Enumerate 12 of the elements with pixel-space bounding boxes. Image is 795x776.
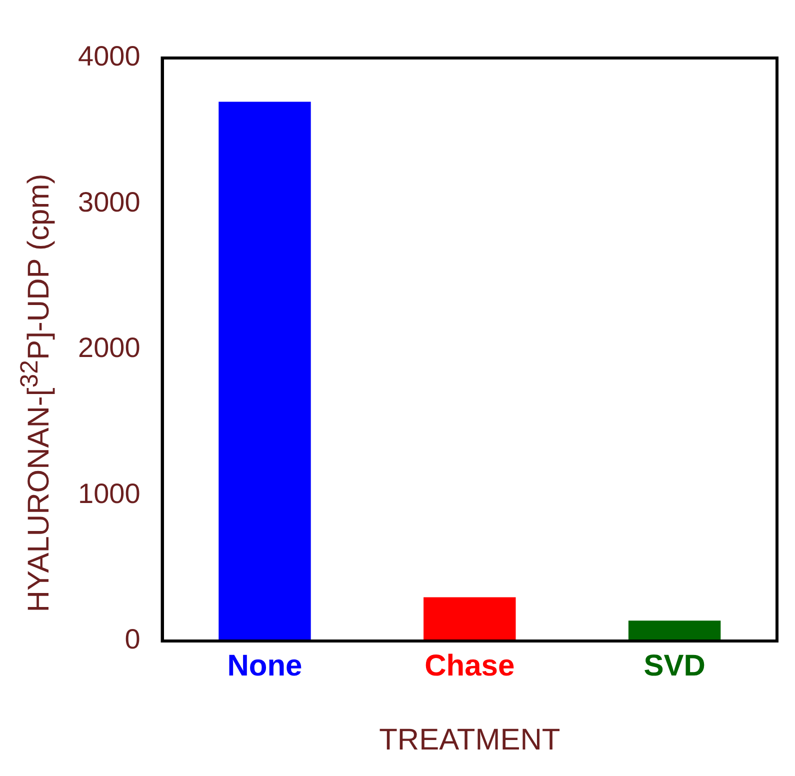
y-tick-label: 4000 <box>78 40 140 72</box>
y-tick-label: 0 <box>124 624 140 655</box>
y-tick-label: 2000 <box>78 332 140 364</box>
x-tick-label: SVD <box>644 649 706 682</box>
bar <box>628 620 721 641</box>
y-tick-label: 3000 <box>78 186 140 218</box>
bar <box>424 597 516 641</box>
x-tick-label: None <box>227 649 302 682</box>
bar <box>218 102 311 641</box>
x-axis-title: TREATMENT <box>379 723 560 756</box>
x-tick-label: Chase <box>424 649 515 682</box>
y-tick-label: 1000 <box>78 478 140 509</box>
